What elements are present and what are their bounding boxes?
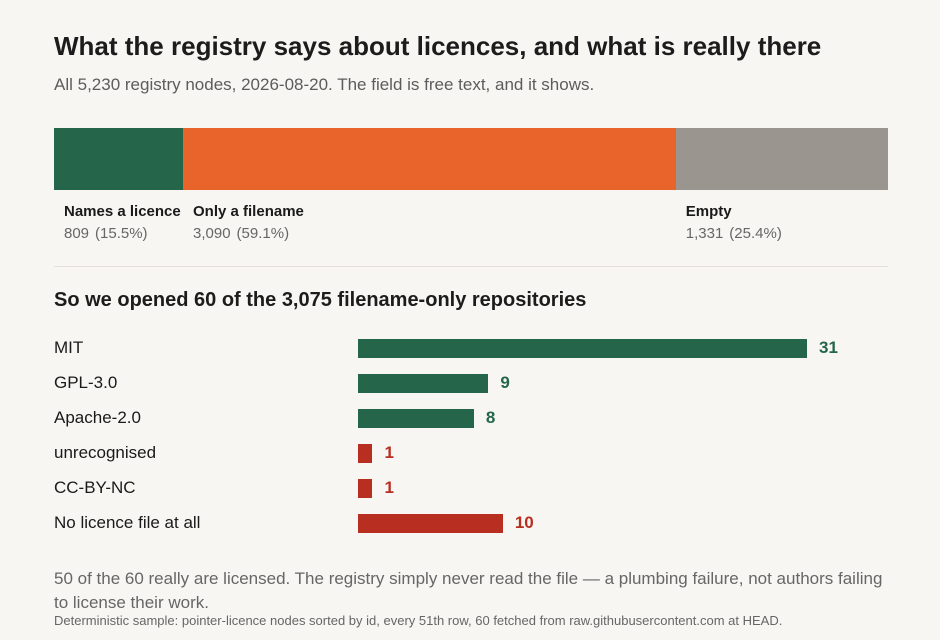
bar-value-label: 9 (500, 373, 510, 392)
bar (358, 444, 373, 463)
stack-segment (675, 128, 888, 190)
bar-row: No licence file at all 10 (0, 512, 940, 534)
stack-segment-label: Only a filename 3,090 (59.1%) (193, 203, 304, 243)
segment-value: 809 (15.5%) (64, 225, 181, 243)
segment-value: 1,331 (25.4%) (686, 225, 782, 243)
segment-percent: (25.4%) (729, 225, 782, 242)
bar-row: CC-BY-NC 1 (0, 477, 940, 499)
stack-segment (183, 128, 676, 190)
segment-percent: (15.5%) (95, 225, 148, 242)
bar (358, 479, 373, 498)
bar (358, 339, 807, 358)
footnote: 50 of the 60 really are licensed. The re… (54, 569, 883, 612)
stacked-licence-bar (54, 128, 888, 190)
segment-count: 3,090 (193, 225, 231, 242)
section-title: So we opened 60 of the 3,075 filename-on… (54, 289, 587, 311)
segment-count: 1,331 (685, 225, 724, 242)
source-note: Deterministic sample: pointer-licence no… (54, 613, 783, 628)
bar-category-label: GPL-3.0 (54, 373, 118, 392)
bar-category-label: unrecognised (54, 443, 157, 462)
bar-value-label: 1 (384, 443, 394, 462)
chart-subtitle: All 5,230 registry nodes, 2026-08-20. Th… (54, 75, 595, 94)
stack-segment-label: Names a licence 809 (15.5%) (64, 203, 181, 243)
bar-value-label: 10 (514, 513, 534, 532)
section-divider (54, 266, 888, 267)
bar-row: GPL-3.0 9 (0, 372, 940, 394)
stack-segment-label: Empty 1,331 (25.4%) (686, 203, 782, 243)
segment-value: 3,090 (59.1%) (193, 225, 304, 243)
bar-category-label: MIT (54, 338, 84, 357)
bar-value-label: 31 (819, 338, 838, 357)
bar-category-label: Apache-2.0 (54, 408, 141, 427)
segment-name: Only a filename (193, 203, 304, 220)
stack-segment (54, 128, 183, 190)
bar-row: unrecognised 1 (0, 442, 940, 464)
bar (358, 374, 489, 393)
bar-value-label: 8 (485, 408, 496, 427)
bar-category-label: CC-BY-NC (54, 478, 136, 497)
segment-name: Empty (685, 203, 732, 220)
chart-title: What the registry says about licences, a… (54, 31, 822, 61)
bar-row: MIT 31 (0, 337, 940, 359)
bar (358, 409, 474, 428)
segment-count: 809 (64, 225, 90, 242)
bar-value-label: 1 (384, 478, 394, 497)
bar-row: Apache-2.0 8 (0, 407, 940, 429)
segment-name: Names a licence (64, 203, 181, 220)
bar-category-label: No licence file at all (54, 513, 201, 532)
bar (358, 514, 503, 533)
segment-percent: (59.1%) (236, 225, 290, 242)
